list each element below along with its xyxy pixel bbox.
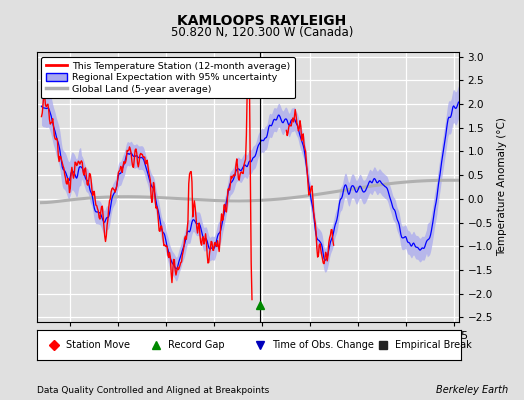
Text: Time of Obs. Change: Time of Obs. Change (272, 340, 374, 350)
Text: Station Move: Station Move (67, 340, 130, 350)
Text: Record Gap: Record Gap (168, 340, 225, 350)
Legend: This Temperature Station (12-month average), Regional Expectation with 95% uncer: This Temperature Station (12-month avera… (41, 57, 294, 98)
Text: KAMLOOPS RAYLEIGH: KAMLOOPS RAYLEIGH (178, 14, 346, 28)
Text: Data Quality Controlled and Aligned at Breakpoints: Data Quality Controlled and Aligned at B… (37, 386, 269, 395)
Text: 50.820 N, 120.300 W (Canada): 50.820 N, 120.300 W (Canada) (171, 26, 353, 39)
Y-axis label: Temperature Anomaly (°C): Temperature Anomaly (°C) (497, 118, 507, 256)
Text: Empirical Break: Empirical Break (395, 340, 472, 350)
Text: Berkeley Earth: Berkeley Earth (436, 385, 508, 395)
